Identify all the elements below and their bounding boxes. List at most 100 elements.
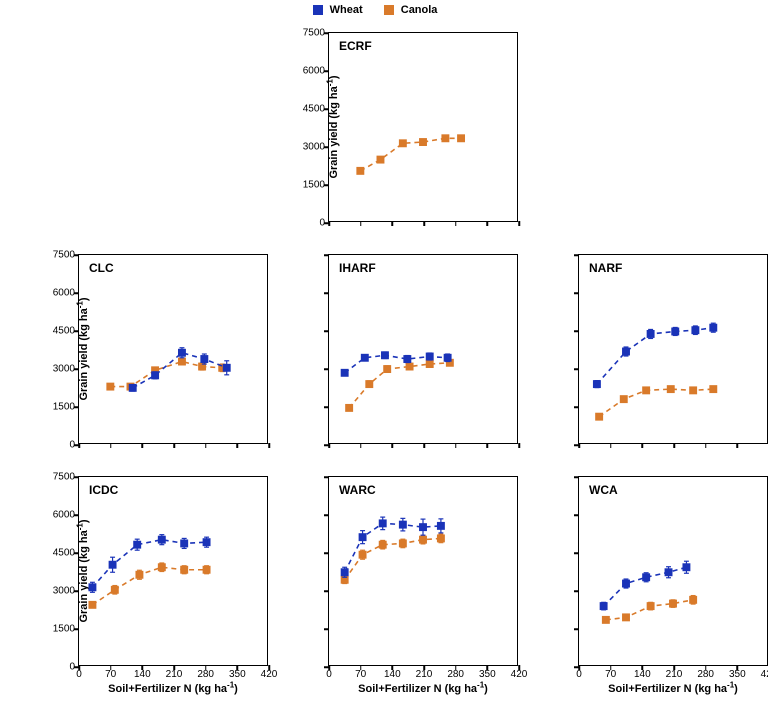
wheat-marker [622, 580, 630, 588]
legend-swatch-canola [384, 5, 394, 15]
y-tick-label: 7500 [303, 28, 325, 39]
x-tick-mark [518, 443, 520, 448]
y-tick-label: 4500 [53, 548, 75, 559]
canola-marker [620, 395, 628, 403]
x-tick-mark [328, 221, 330, 226]
x-tick-mark [487, 221, 489, 226]
canola-line [360, 138, 461, 171]
wheat-marker [426, 353, 434, 361]
x-tick-label: 140 [384, 669, 401, 680]
x-tick-label: 210 [166, 669, 183, 680]
legend-swatch-wheat [313, 5, 323, 15]
plot-area: WCASoil+Fertilizer N (kg ha-1)0701402102… [578, 476, 768, 666]
wheat-marker [709, 324, 717, 332]
x-tick-mark [423, 443, 425, 448]
canola-marker [647, 602, 655, 610]
plot-svg [329, 477, 517, 665]
x-tick-label: 420 [511, 669, 528, 680]
wheat-marker [647, 330, 655, 338]
canola-marker [689, 596, 697, 604]
x-axis-label: Soil+Fertilizer N (kg ha-1) [579, 680, 767, 695]
wheat-marker [359, 533, 367, 541]
plot-svg [329, 33, 517, 221]
canola-marker [595, 413, 603, 421]
y-tick-label: 7500 [53, 472, 75, 483]
x-tick-label: 210 [416, 669, 433, 680]
x-tick-mark [142, 443, 144, 448]
y-tick-label: 0 [69, 440, 75, 451]
x-tick-label: 0 [76, 669, 82, 680]
x-tick-label: 350 [729, 669, 746, 680]
canola-marker [88, 601, 96, 609]
canola-marker [377, 156, 385, 164]
wheat-marker [158, 536, 166, 544]
x-axis-label: Soil+Fertilizer N (kg ha-1) [329, 680, 517, 695]
wheat-marker [361, 354, 369, 362]
wheat-marker [88, 583, 96, 591]
canola-marker [158, 563, 166, 571]
panel-wca: WCASoil+Fertilizer N (kg ha-1)0701402102… [578, 476, 768, 666]
plot-svg [579, 477, 767, 665]
legend-label-wheat: Wheat [330, 4, 363, 16]
plot-area: WARCSoil+Fertilizer N (kg ha-1)070140210… [328, 476, 518, 666]
x-tick-mark [610, 443, 612, 448]
x-tick-mark [205, 443, 207, 448]
y-tick-label: 0 [319, 218, 325, 229]
canola-marker [667, 385, 675, 393]
canola-marker [709, 385, 717, 393]
panel-narf: NARF [578, 254, 768, 444]
canola-marker [642, 386, 650, 394]
canola-line [349, 363, 450, 408]
x-axis-label: Soil+Fertilizer N (kg ha-1) [79, 680, 267, 695]
panel-iharf: IHARF [328, 254, 518, 444]
wheat-marker [665, 568, 673, 576]
y-tick-label: 4500 [53, 326, 75, 337]
x-tick-label: 70 [355, 669, 366, 680]
plot-svg [79, 477, 267, 665]
wheat-line [597, 328, 713, 384]
x-tick-mark [455, 221, 457, 226]
x-tick-mark [360, 221, 362, 226]
x-tick-mark [237, 443, 239, 448]
x-tick-mark [173, 443, 175, 448]
panel-clc: CLCGrain yield (kg ha-1)0150030004500600… [78, 254, 268, 444]
wheat-marker [200, 355, 208, 363]
wheat-marker [399, 521, 407, 529]
canola-marker [135, 571, 143, 579]
wheat-marker [600, 602, 608, 610]
plot-svg [79, 255, 267, 443]
wheat-marker [151, 371, 159, 379]
canola-marker [419, 138, 427, 146]
wheat-marker [691, 326, 699, 334]
plot-area: NARF [578, 254, 768, 444]
x-tick-label: 140 [134, 669, 151, 680]
x-tick-label: 350 [229, 669, 246, 680]
canola-marker [359, 551, 367, 559]
y-tick-label: 1500 [53, 402, 75, 413]
wheat-marker [671, 327, 679, 335]
x-tick-mark [578, 443, 580, 448]
wheat-marker [180, 539, 188, 547]
wheat-marker [682, 563, 690, 571]
wheat-marker [381, 351, 389, 359]
canola-marker [356, 167, 364, 175]
y-tick-label: 4500 [303, 104, 325, 115]
canola-line [92, 567, 206, 605]
canola-marker [383, 365, 391, 373]
x-tick-mark [328, 443, 330, 448]
figure: Wheat Canola ECRFGrain yield (kg ha-1)01… [0, 0, 768, 724]
x-tick-mark [673, 443, 675, 448]
x-tick-mark [392, 221, 394, 226]
canola-marker [178, 358, 186, 366]
x-tick-label: 420 [261, 669, 278, 680]
y-tick-label: 1500 [303, 180, 325, 191]
x-tick-mark [705, 443, 707, 448]
canola-marker [457, 134, 465, 142]
y-tick-label: 1500 [53, 624, 75, 635]
x-tick-mark [487, 443, 489, 448]
x-tick-label: 350 [479, 669, 496, 680]
canola-marker [106, 383, 114, 391]
x-tick-mark [518, 221, 520, 226]
wheat-marker [642, 573, 650, 581]
x-tick-label: 280 [197, 669, 214, 680]
